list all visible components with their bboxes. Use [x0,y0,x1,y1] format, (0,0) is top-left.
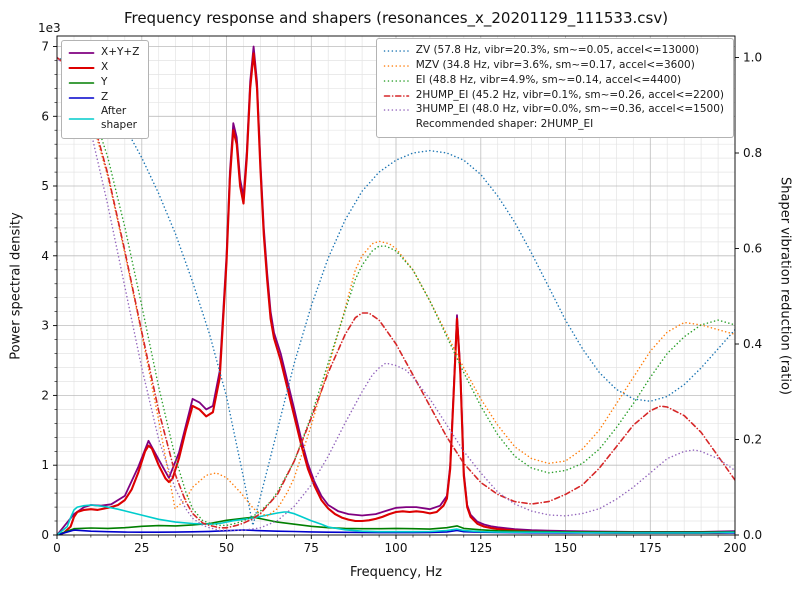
legend-item-3hump-ei: 3HUMP_EI (48.0 Hz, vibr=0.0%, sm~=0.36, … [383,103,724,117]
x-tick-label: 50 [219,541,234,555]
legend-item-z: Z [68,91,139,105]
y-axis-label-right: Shaper vibration reduction (ratio) [777,177,793,395]
legend-label: After shaper [101,105,138,132]
y-left-tick-label: 3 [41,319,49,333]
y-left-tick-label: 4 [41,249,49,263]
series-x-y-z [57,45,735,535]
y-right-tick-label: 0.2 [743,433,762,447]
legend-line-sample [68,96,95,99]
legend-label: ZV (57.8 Hz, vibr=20.3%, sm~=0.05, accel… [415,44,700,56]
x-tick-label: 100 [385,541,408,555]
legend-item-recommended: Recommended shaper: 2HUMP_EI [383,118,724,132]
y-left-tick-label: 5 [41,179,49,193]
legend-label: 3HUMP_EI (48.0 Hz, vibr=0.0%, sm~=0.36, … [415,103,724,116]
x-tick-label: 25 [134,541,149,555]
series-ei [57,56,735,527]
legend-label: Y [101,75,108,88]
chart-title: Frequency response and shapers (resonanc… [123,9,669,27]
legend-label: 2HUMP_EI (45.2 Hz, vibr=0.1%, sm~=0.26, … [415,88,724,101]
legend-line-sample [68,81,95,84]
x-tick-label: 200 [724,541,747,555]
legend-line-sample [383,94,410,97]
legend-item-2hump-ei: 2HUMP_EI (45.2 Hz, vibr=0.1%, sm~=0.26, … [383,89,724,103]
x-axis-label: Frequency, Hz [349,565,443,580]
y-axis-label-left: Power spectral density [8,212,24,360]
legend-item-zv: ZV (57.8 Hz, vibr=20.3%, sm~=0.05, accel… [383,44,724,58]
legend-line-sample [68,66,95,69]
y-right-tick-label: 0.6 [743,242,762,256]
y-left-tick-label: 6 [41,109,49,123]
legend-line-sample [68,52,95,54]
x-tick-label: 75 [304,541,319,555]
legend-item-x-y-z: X+Y+Z [68,46,139,60]
y-left-tick-label: 1 [41,458,49,472]
legend-line-sample [383,109,409,112]
y-left-tick-label: 0 [41,528,49,542]
x-tick-label: 150 [554,541,577,555]
legend-item-ei: EI (48.8 Hz, vibr=4.9%, sm~=0.14, accel<… [383,74,724,88]
legend-label: X [101,60,109,73]
legend-label: Recommended shaper: 2HUMP_EI [415,118,594,131]
y-right-tick-label: 1.0 [743,51,762,65]
legend-item-x: X [68,61,139,75]
legend-line-sample [383,50,409,52]
x-tick-label: 175 [639,541,662,555]
legend-line-sample [68,118,95,121]
series-mzv [57,56,735,517]
legend-label: MZV (34.8 Hz, vibr=3.6%, sm~=0.17, accel… [415,58,695,71]
axis-ticks: 0 25 50 75 100 125 150 175 200 0 1 2 3 4 5 6 7 0.0 0.2 0.4 0… [41,40,762,556]
legend-item-mzv: MZV (34.8 Hz, vibr=3.6%, sm~=0.17, accel… [383,59,724,73]
legend-item-after-shaper: After shaper [68,105,139,133]
series-2hump-ei [57,56,735,529]
legend-label: Z [101,90,109,103]
legend-line-sample [383,79,409,82]
y-left-tick-label: 7 [41,40,49,54]
x-tick-label: 0 [53,541,61,555]
y-right-tick-label: 0.8 [743,146,762,160]
series-3hump-ei [57,56,735,531]
legend-label: X+Y+Z [101,46,140,58]
y-right-tick-label: 0.4 [743,337,762,351]
legend-shapers: ZV (57.8 Hz, vibr=20.3%, sm~=0.05, accel… [375,38,734,139]
y-axis-offset-text: 1e3 [38,21,61,35]
legend-line-sample [383,65,409,67]
legend-label: EI (48.8 Hz, vibr=4.9%, sm~=0.14, accel<… [415,73,682,86]
series-lines [57,45,735,535]
y-right-tick-label: 0.0 [743,528,762,542]
legend-psd: X+Y+Z X Y Z After shaper [61,40,150,140]
series-after-shaper [57,504,735,535]
series-x [57,52,735,535]
series-zv [57,56,735,527]
y-left-tick-label: 2 [41,388,49,402]
legend-item-y: Y [68,76,139,90]
x-tick-label: 125 [469,541,492,555]
